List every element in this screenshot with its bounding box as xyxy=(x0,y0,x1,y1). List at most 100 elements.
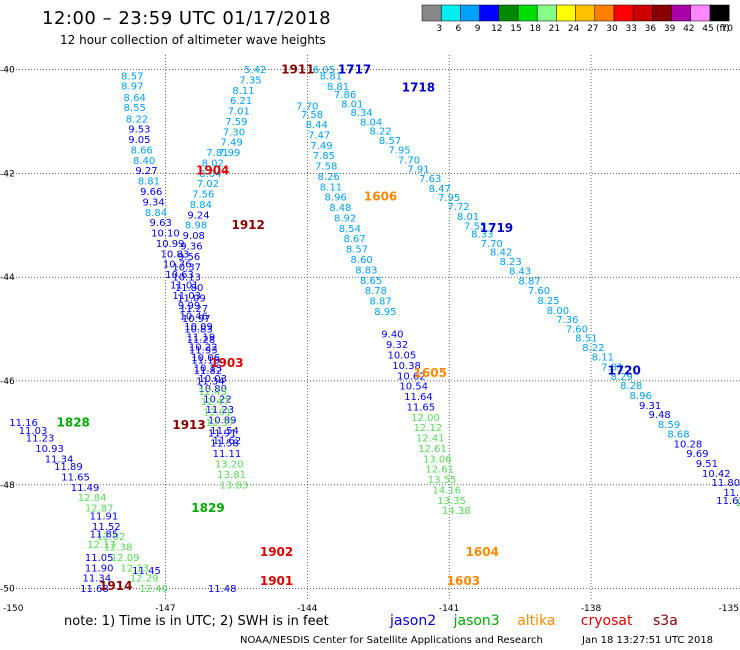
swh-value-label: 11.27 xyxy=(179,304,208,315)
swh-value-label: 8.48 xyxy=(329,203,351,214)
swh-value-label: 9.31 xyxy=(639,401,661,412)
swh-value-label: 7.58 xyxy=(315,162,337,173)
swh-value-label: 10.38 xyxy=(392,361,421,372)
swh-value-label: 11.93 xyxy=(189,345,218,356)
swh-value-label: 14.38 xyxy=(442,506,471,517)
swh-value-label: 8.84 xyxy=(145,208,167,219)
swh-value-label: 12.13 xyxy=(120,563,149,574)
swh-value-label: 8.59 xyxy=(658,420,680,431)
swh-value-label: 9.66 xyxy=(140,187,162,198)
swh-value-label: 10.93 xyxy=(35,444,64,455)
swh-value-label: 13.55 xyxy=(428,475,457,486)
swh-value-label: 8.96 xyxy=(325,193,347,204)
swh-value-label: 7.81 xyxy=(601,362,623,373)
swh-value-label: 10.99 xyxy=(156,239,185,250)
swh-value-label: 10.06 xyxy=(191,353,220,364)
swh-value-label: 7.30 xyxy=(223,127,245,138)
swh-value-label: 7.63 xyxy=(419,174,441,185)
swh-value-label: 8.22 xyxy=(369,126,391,137)
pass-id-label: 1829 xyxy=(191,501,224,515)
colorbar-swatch xyxy=(556,4,576,22)
pass-id-label: 1903 xyxy=(210,356,243,370)
generated-timestamp: Jan 18 13:27:51 UTC 2018 xyxy=(581,635,713,646)
swh-value-label: 9.05 xyxy=(128,135,150,146)
swh-value-label: 8.23 xyxy=(500,257,522,268)
note-text: note: 1) Time is in UTC; 2) SWH is in fe… xyxy=(64,614,329,629)
swh-value-label: 8.96 xyxy=(630,391,652,402)
swh-value-label: 7.55 xyxy=(464,221,486,232)
chart-subtitle: 12 hour collection of altimeter wave hei… xyxy=(60,33,326,47)
swh-value-label: 7.91 xyxy=(407,165,429,176)
pass-id-label: 1912 xyxy=(231,218,264,232)
swh-value-label: 10.46 xyxy=(179,312,208,323)
swh-value-label: 8.68 xyxy=(667,429,689,440)
swh-value-label: 6.21 xyxy=(230,96,252,107)
swh-value-label: 10.13 xyxy=(194,363,223,374)
swh-value-label: 12.43 xyxy=(198,387,227,398)
swh-value-label: 10.83 xyxy=(161,249,190,260)
swh-value-label: 8.87 xyxy=(369,297,391,308)
swh-value-label: 8.92 xyxy=(334,213,356,224)
swh-value-label: 7.60 xyxy=(528,286,550,297)
colorbar-swatch xyxy=(479,4,500,22)
swh-value-label: 11.13 xyxy=(191,356,220,367)
swh-value-label: 12.12 xyxy=(414,423,443,434)
colorbar-label: 42 xyxy=(683,24,694,34)
swh-value-label: 13.35 xyxy=(437,496,466,507)
swh-value-label: 7.70 xyxy=(398,155,420,166)
pass-id-label: 1828 xyxy=(57,415,90,429)
swh-value-label: 8.02 xyxy=(202,158,224,169)
swh-value-label: 7.49 xyxy=(310,141,332,152)
x-tick-label: -138 xyxy=(581,604,602,614)
swh-value-label: 8.55 xyxy=(124,103,146,114)
swh-value-label: 8.66 xyxy=(131,145,153,156)
swh-value-label: 9.08 xyxy=(183,231,205,242)
swh-value-label: 8.57 xyxy=(346,245,368,256)
swh-value-label: 12.01 xyxy=(203,408,232,419)
colorbar-label: 36 xyxy=(645,24,657,34)
colorbar-swatch xyxy=(632,4,653,22)
swh-value-label: 8.11 xyxy=(592,353,614,364)
swh-value-label: 11.52 xyxy=(92,522,121,533)
swh-value-label: 11.65 xyxy=(406,402,435,413)
colorbar-label: 27 xyxy=(587,24,598,34)
swh-value-label: 12.61 xyxy=(425,465,454,476)
colorbar-swatch xyxy=(421,4,442,22)
pass-id-label: 1902 xyxy=(260,545,293,559)
swh-value-label: 11.11 xyxy=(213,449,242,460)
swh-value-label: 7.85 xyxy=(313,151,335,162)
swh-value-label: 11.34 xyxy=(83,574,112,585)
pass-id-label: 1718 xyxy=(402,81,435,95)
colorbar-label: 30 xyxy=(606,24,618,34)
swh-value-label: 8.22 xyxy=(582,343,604,354)
colorbar-label: 15 xyxy=(510,24,521,34)
pass-id-label: 1904 xyxy=(196,164,229,178)
swh-value-label: 12.38 xyxy=(104,543,133,554)
x-tick-label: -147 xyxy=(155,604,175,614)
y-tick-label: -44 xyxy=(0,273,15,283)
swh-value-label: 12.40 xyxy=(139,584,168,595)
swh-value-label: 8.47 xyxy=(429,184,451,195)
swh-value-label: 8.84 xyxy=(190,200,212,211)
swh-value-label: 11.62 xyxy=(716,496,740,507)
x-tick-label: -141 xyxy=(439,604,459,614)
swh-value-label: 8.42 xyxy=(490,248,512,259)
swh-value-label: 11.28 xyxy=(187,335,216,346)
pass-id-label: 1720 xyxy=(607,364,640,378)
pass-id-label: 1603 xyxy=(447,574,480,588)
legend-entry-cryosat: cryosat xyxy=(581,613,633,629)
colorbar-label: 45 xyxy=(702,24,713,34)
swh-value-label: 11.89 xyxy=(54,462,83,473)
colorbar-label: 12 xyxy=(491,24,502,34)
swh-value-label: 11.03 xyxy=(172,291,201,302)
swh-value-label: 11.23 xyxy=(205,405,234,416)
pass-id-label: 1605 xyxy=(414,366,447,380)
swh-value-label: 7.60 xyxy=(566,325,588,336)
swh-value-label: 11.62 xyxy=(213,436,242,447)
swh-value-label: 7.36 xyxy=(556,315,578,326)
swh-value-label: 8.28 xyxy=(620,381,642,392)
swh-value-label: 8.65 xyxy=(360,276,382,287)
colorbar-swatch xyxy=(536,4,557,22)
swh-value-label: 7.70 xyxy=(296,101,318,112)
swh-value-label: 8.00 xyxy=(547,306,569,317)
